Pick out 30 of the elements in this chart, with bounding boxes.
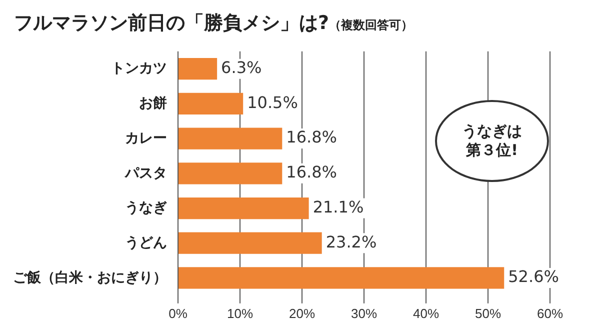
data-label: 23.2%	[326, 232, 377, 252]
y-tick-label: トンカツ	[111, 60, 167, 76]
y-tick-label: うなぎ	[125, 199, 167, 216]
bar	[178, 58, 218, 80]
x-tick-label: 0%	[168, 306, 188, 321]
y-tick-label: パスタ	[124, 164, 167, 180]
data-label: 16.8%	[286, 128, 337, 147]
x-tick-label: 60%	[536, 306, 564, 321]
bar	[178, 162, 282, 184]
bar	[178, 267, 504, 289]
x-tick-label: 30%	[350, 306, 378, 321]
y-tick-label: ご飯（白米・おにぎり）	[13, 268, 167, 285]
y-tick-label: うどん	[125, 234, 167, 251]
y-tick-label: お餅	[139, 94, 167, 111]
data-label: 21.1%	[312, 197, 364, 216]
bar	[178, 232, 322, 254]
x-tick-label: 20%	[288, 306, 316, 321]
data-label: 52.6%	[508, 267, 559, 286]
x-tick-label: 10%	[226, 306, 254, 321]
x-tick-label: 50%	[474, 306, 502, 321]
bar	[178, 128, 282, 150]
data-label: 16.8%	[286, 162, 337, 182]
data-label: 6.3%	[221, 58, 262, 77]
chart-subtitle: （複数回答可）	[329, 18, 414, 32]
speech-bubble: うなぎは 第３位!	[435, 100, 549, 182]
bar	[178, 92, 244, 114]
data-label: 10.5%	[247, 92, 298, 112]
x-tick-label: 40%	[412, 306, 440, 321]
bar	[178, 197, 309, 220]
y-tick-label: カレー	[125, 129, 167, 146]
